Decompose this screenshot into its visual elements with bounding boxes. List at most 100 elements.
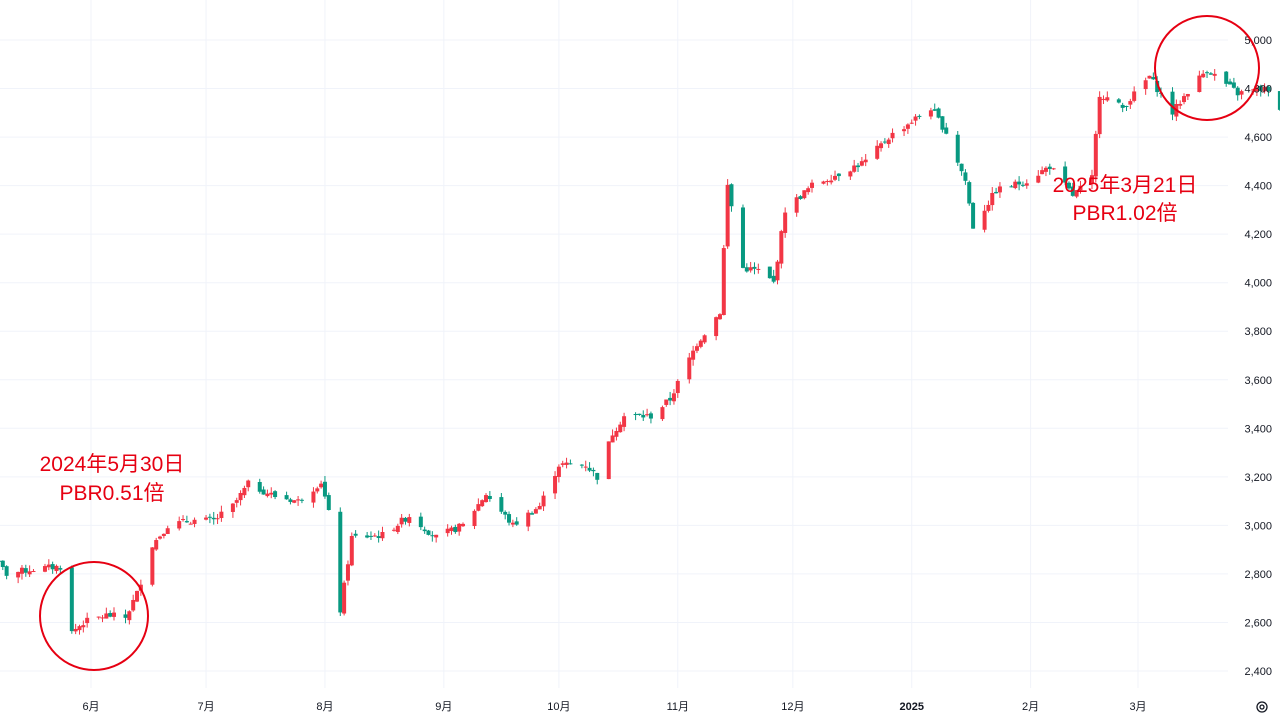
candle[interactable] [568,459,573,465]
candle[interactable] [273,490,278,500]
candle[interactable] [541,491,546,511]
candle[interactable] [553,471,558,500]
candle[interactable] [407,513,412,527]
candle[interactable] [1074,189,1079,199]
candle[interactable] [1036,170,1041,184]
candle[interactable] [288,497,293,505]
candle[interactable] [181,515,186,522]
candle[interactable] [1228,78,1233,85]
candle[interactable] [204,515,209,521]
candle[interactable] [484,493,489,503]
candle[interactable] [928,107,933,120]
candle[interactable] [660,405,665,421]
candle[interactable] [986,200,991,213]
candle[interactable] [691,345,696,366]
candle[interactable] [1239,89,1244,100]
candle[interactable] [131,594,136,612]
candle[interactable] [315,486,320,494]
candle[interactable] [104,607,109,619]
candle[interactable] [112,607,117,621]
candle[interactable] [476,498,481,512]
candle[interactable] [675,379,680,398]
candle[interactable] [165,525,170,535]
candle[interactable] [480,499,485,508]
candle[interactable] [668,391,673,406]
candle[interactable] [177,516,182,531]
candle[interactable] [207,513,212,524]
candle[interactable] [365,531,370,539]
candle[interactable] [507,511,512,526]
candle[interactable] [1124,105,1129,111]
candle[interactable] [1105,91,1110,102]
candle[interactable] [1009,185,1014,188]
candle[interactable] [319,480,324,489]
candle[interactable] [1120,102,1125,113]
candle[interactable] [533,507,538,514]
candle[interactable] [936,107,941,119]
candle[interactable] [1147,75,1152,79]
candle[interactable] [108,610,113,618]
candle[interactable] [702,334,707,345]
candle[interactable] [779,229,784,269]
candle[interactable] [971,202,976,229]
candle[interactable] [1185,93,1190,101]
candle[interactable] [963,169,968,185]
candle[interactable] [430,531,435,542]
candle[interactable] [595,472,600,485]
candle[interactable] [767,266,772,279]
candle[interactable] [399,514,404,528]
candle[interactable] [42,563,47,573]
candle[interactable] [1089,169,1094,190]
candle[interactable] [299,498,304,504]
candle[interactable] [606,441,611,480]
candle[interactable] [829,174,834,185]
candle[interactable] [1097,91,1102,139]
candle[interactable] [1258,84,1263,97]
candle[interactable] [752,262,757,275]
candle[interactable] [242,485,247,499]
candle[interactable] [1205,70,1210,79]
candle[interactable] [775,259,780,285]
candle[interactable] [230,503,235,518]
candle[interactable] [879,141,884,152]
candle[interactable] [161,533,166,539]
candle[interactable] [821,180,826,185]
candle[interactable] [940,116,945,133]
candle[interactable] [499,493,504,514]
candle[interactable] [564,457,569,469]
candle[interactable] [96,616,101,620]
candle[interactable] [1070,182,1075,197]
candle[interactable] [514,517,519,526]
candle[interactable] [1066,181,1071,190]
candle[interactable] [645,408,650,417]
candle[interactable] [338,507,343,617]
candle[interactable] [234,497,239,508]
candle[interactable] [1013,179,1018,190]
candle[interactable] [614,427,619,441]
candle[interactable] [27,565,32,578]
candle[interactable] [503,510,508,520]
candle[interactable] [510,519,515,528]
candle[interactable] [1262,83,1267,94]
candle[interactable] [1178,100,1183,109]
candle[interactable] [368,531,373,541]
candle[interactable] [836,173,841,182]
candle[interactable] [158,535,163,540]
candle[interactable] [380,526,385,541]
candle[interactable] [714,316,719,341]
candle[interactable] [31,569,36,573]
candle[interactable] [579,464,584,469]
candle[interactable] [85,612,90,628]
candle[interactable] [376,530,381,543]
candle[interactable] [434,534,439,543]
candle[interactable] [833,170,838,182]
candle[interactable] [664,399,669,407]
candle[interactable] [349,532,354,567]
candle[interactable] [1151,72,1156,80]
candle[interactable] [591,467,596,477]
candle[interactable] [671,389,676,405]
candle[interactable] [77,624,82,635]
candle[interactable] [188,521,193,525]
candle[interactable] [211,511,216,525]
